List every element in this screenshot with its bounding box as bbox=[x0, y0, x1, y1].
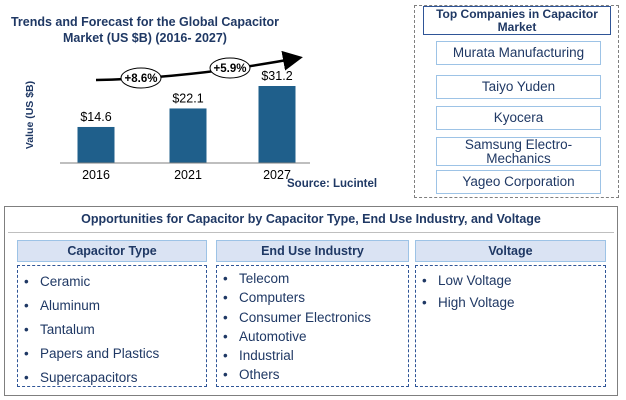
bar-2016 bbox=[77, 126, 115, 163]
capacitor-type-list-box: Ceramic Aluminum Tantalum Papers and Pla… bbox=[17, 265, 207, 387]
company-item: Kyocera bbox=[436, 106, 601, 130]
list-item: Tantalum bbox=[18, 322, 206, 346]
market-chart: $14.6$22.1$31.2 2016 2021 2027 +8.6%+5.9% … bbox=[24, 50, 310, 182]
y-axis-label: Value (US $B) bbox=[24, 81, 36, 149]
cagr-label: +8.6% bbox=[125, 73, 158, 85]
list-item: Industrial bbox=[217, 348, 408, 367]
list-item: Ceramic bbox=[18, 274, 206, 298]
voltage-list: Low Voltage High Voltage bbox=[416, 273, 605, 317]
cagr-badge bbox=[209, 57, 251, 79]
list-item: Low Voltage bbox=[416, 273, 605, 295]
company-item: Murata Manufacturing bbox=[436, 41, 601, 65]
voltage-list-box: Low Voltage High Voltage bbox=[415, 265, 606, 387]
companies-panel bbox=[414, 5, 619, 198]
list-item: Others bbox=[217, 367, 408, 386]
list-item: Automotive bbox=[217, 329, 408, 348]
x-tick-label: 2021 bbox=[174, 168, 202, 182]
list-item: Papers and Plastics bbox=[18, 346, 206, 370]
column-header-capacitor-type: Capacitor Type bbox=[17, 240, 207, 262]
opportunities-title: Opportunities for Capacitor by Capacitor… bbox=[81, 212, 541, 226]
capacitor-type-list: Ceramic Aluminum Tantalum Papers and Pla… bbox=[18, 274, 206, 394]
bar-2021 bbox=[169, 108, 207, 163]
chart-source: Source: Lucintel bbox=[287, 178, 378, 190]
list-item: Consumer Electronics bbox=[217, 310, 408, 329]
list-item: Aluminum bbox=[18, 298, 206, 322]
company-item: Samsung Electro-Mechanics bbox=[436, 137, 601, 166]
list-item: Supercapacitors bbox=[18, 370, 206, 394]
companies-title: Top Companies in Capacitor Market bbox=[423, 6, 611, 35]
value-label: $22.1 bbox=[172, 91, 203, 105]
x-tick-label: 2027 bbox=[263, 168, 291, 182]
company-item: Taiyo Yuden bbox=[436, 75, 601, 99]
list-item: High Voltage bbox=[416, 295, 605, 317]
column-header-voltage: Voltage bbox=[415, 240, 606, 262]
end-use-industry-list-box: Telecom Computers Consumer Electronics A… bbox=[216, 265, 409, 387]
x-tick-label: 2016 bbox=[82, 168, 110, 182]
bar-2027 bbox=[258, 86, 296, 163]
trend-arrow bbox=[95, 50, 303, 82]
list-item: Computers bbox=[217, 290, 408, 309]
cagr-badge bbox=[120, 67, 162, 89]
value-label: $31.2 bbox=[261, 69, 292, 83]
company-item: Yageo Corporation bbox=[436, 170, 601, 194]
list-item: Telecom bbox=[217, 271, 408, 290]
opportunities-panel bbox=[4, 206, 618, 396]
end-use-industry-list: Telecom Computers Consumer Electronics A… bbox=[217, 271, 408, 387]
value-label: $14.6 bbox=[80, 110, 111, 124]
chart-title: Trends and Forecast for the Global Capac… bbox=[10, 15, 280, 45]
title-divider bbox=[8, 232, 614, 233]
cagr-label: +5.9% bbox=[214, 63, 247, 75]
column-header-end-use-industry: End Use Industry bbox=[216, 240, 409, 262]
